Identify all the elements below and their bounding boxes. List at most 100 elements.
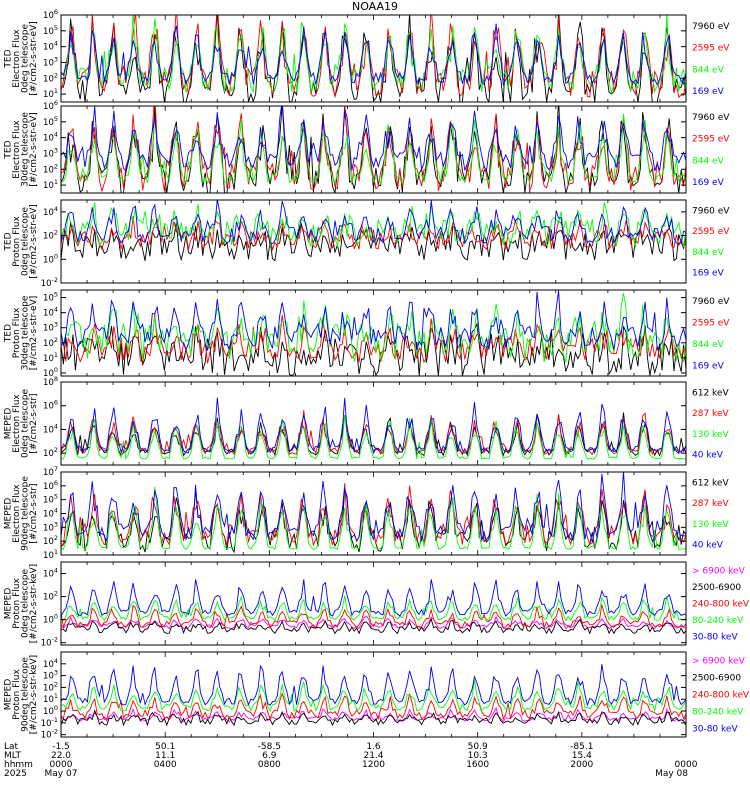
panel-2-series-4 (61, 106, 686, 172)
time-axis-mlt-label: 6.9 (262, 751, 277, 761)
panel-8-ylabel-line: Proton Flux (12, 669, 22, 720)
panel-1-legend-4: 169 eV (692, 87, 725, 97)
time-axis-mlt-label: 10.3 (468, 751, 488, 761)
panel-4-legend-4: 169 eV (692, 361, 725, 371)
panel-2-ylabel-line: [#/cm2-s-str-eV] (29, 112, 39, 187)
panel-3-series-4 (61, 200, 686, 245)
panel-8-series-3 (61, 692, 686, 721)
time-axis-date-label: May 07 (45, 769, 78, 779)
panel-1-series-3 (61, 15, 686, 94)
panel-5-ylabel-line: Electron Flux (12, 394, 22, 453)
time-axis-mlt-label: 22.0 (51, 751, 71, 761)
panel-8-series-2 (61, 709, 686, 727)
panel-7-legend-3: 240-800 keV (692, 600, 750, 610)
panel-7-legend-1: > 6900 keV (692, 566, 746, 576)
panel-5-ytick-label: 102 (43, 446, 58, 459)
panel-2-ytick-label: 103 (43, 146, 58, 159)
panel-4-series-4 (61, 290, 686, 352)
panel-7-ylabel-line: 0deg telescope (21, 569, 31, 639)
panel-2-series-3 (61, 113, 686, 185)
panel-5-legend-3: 130 keV (692, 430, 729, 440)
panel-6-ytick-label: 104 (43, 507, 58, 520)
panel-5-legend-2: 287 keV (692, 409, 729, 419)
panel-4-ytick-label: 105 (43, 291, 58, 304)
panel-1-ylabel-line: [#/cm2-s-str-eV] (29, 21, 39, 96)
panel-7-frame (60, 561, 687, 646)
panel-3-ytick-label: 100 (43, 252, 58, 265)
panel-7-legend-4: 80-240 keV (692, 616, 744, 626)
panel-2-ytick-label: 101 (43, 178, 58, 191)
panel-3-ytick-label: 10-2 (41, 276, 58, 289)
panel-7-series-3 (61, 604, 686, 629)
panel-8-series-4 (61, 679, 686, 713)
panel-1-ytick-label: 105 (43, 24, 58, 37)
panel-5-ytick-label: 104 (43, 422, 58, 435)
panel-1-ylabel-line: Electron Flux (12, 29, 22, 88)
panel-6-ytick-label: 105 (43, 493, 58, 506)
time-axis-mlt-label: 11.1 (155, 751, 175, 761)
panel-6-ylabel-line: [#/cm2-s-str] (29, 483, 39, 543)
time-axis-lat-label: -1.5 (52, 742, 70, 752)
panel-1-legend-1: 7960 eV (692, 22, 730, 32)
panel-8-ylabel-line: [#/cm2-s-str-keV] (29, 655, 39, 734)
time-axis-row-label: hhmm (4, 760, 33, 770)
time-axis-hhmm-label: 0000 (50, 760, 73, 770)
panel-5-series-1 (61, 412, 686, 457)
plot-title: NOAA19 (351, 0, 399, 13)
panel-6-legend-2: 287 keV (692, 499, 729, 509)
panel-7-ylabel-line: [#/cm2-s-str-keV] (29, 564, 39, 643)
panel-4-ytick-label: 103 (43, 321, 58, 334)
panel-1-legend-3: 844 eV (692, 65, 725, 75)
panel-6-legend-3: 130 keV (692, 520, 729, 530)
panel-2-ytick-label: 106 (43, 99, 58, 112)
panel-8-legend-5: 30-80 keV (692, 725, 738, 735)
panel-2-ylabel-line: 30deg telescope (21, 112, 31, 187)
panel-7-ylabel-line: Proton Flux (12, 578, 22, 629)
panel-7-ytick-label: 102 (43, 590, 58, 603)
panel-4-ylabel-line: Proton Flux (12, 307, 22, 358)
panel-5-ylabel-line: [#/cm2-s-str] (29, 393, 39, 453)
panel-4-ytick-label: 101 (43, 351, 58, 364)
panel-3-ylabel-line: 0deg telescope (21, 207, 31, 277)
time-axis-row-label: 2025 (4, 769, 27, 779)
panel-2-ytick-label: 105 (43, 115, 58, 128)
panel-6-ytick-label: 101 (43, 548, 58, 561)
panel-8-ytick-label: 10-2 (41, 728, 58, 741)
time-axis-lat-label: 50.1 (155, 742, 175, 752)
time-axis-hhmm-label: 0400 (154, 760, 177, 770)
panel-3-ytick-label: 102 (43, 229, 58, 242)
panel-1-ylabel-line: TED (4, 49, 14, 68)
panel-4-legend-1: 7960 eV (692, 297, 730, 307)
panel-1-ytick-label: 103 (43, 55, 58, 68)
panel-4-legend-3: 844 eV (692, 340, 725, 350)
panel-5-series-4 (61, 397, 686, 455)
panel-8-series-5 (61, 664, 686, 707)
panel-7-legend-2: 2500-6900 (692, 583, 741, 593)
panel-8-ylabel-line: 90deg telescope (21, 657, 31, 732)
panel-3-legend-3: 844 eV (692, 248, 725, 258)
time-axis-lat-label: -58.5 (258, 742, 281, 752)
panel-8-legend-4: 80-240 keV (692, 708, 744, 718)
panel-5-series-2 (61, 409, 686, 456)
panel-4-ylabel-line: [#/cm2-s-str-eV] (29, 296, 39, 371)
panel-4-ytick-label: 102 (43, 336, 58, 349)
panel-1-ylabel-line: 0deg telescope (21, 24, 31, 94)
panel-6-series-4 (61, 472, 686, 543)
panel-8-ylabel-line: MEPED (4, 679, 14, 711)
panel-1-ytick-label: 102 (43, 71, 58, 84)
time-axis-mlt-label: 21.4 (363, 751, 383, 761)
panel-2-ytick-label: 102 (43, 162, 58, 175)
panel-5-legend-4: 40 keV (692, 451, 724, 461)
panel-4-ytick-label: 104 (43, 306, 58, 319)
panel-5-series-3 (61, 415, 686, 460)
panel-6-ytick-label: 106 (43, 479, 58, 492)
time-axis-hhmm-label: 1600 (466, 760, 489, 770)
panel-8-legend-2: 2500-6900 (692, 674, 741, 684)
panel-2-legend-2: 2595 eV (692, 135, 730, 145)
time-axis-date-label: May 08 (655, 769, 688, 779)
